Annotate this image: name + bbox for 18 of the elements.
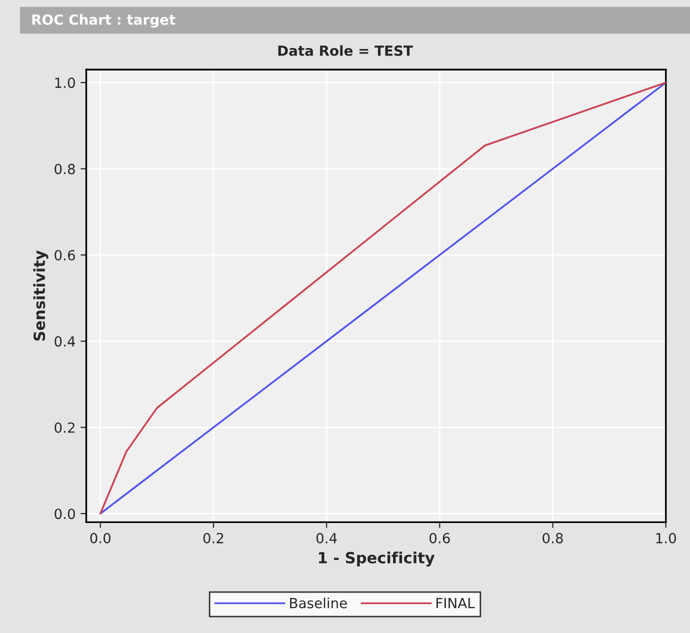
y-tick-label: 0.6 bbox=[54, 250, 75, 260]
y-tick-label: 0.8 bbox=[54, 164, 75, 174]
y-tick-label: 0.4 bbox=[54, 336, 76, 347]
x-tick-label: 0.2 bbox=[203, 532, 224, 544]
legend-label: Baseline bbox=[290, 598, 347, 608]
x-tick-label: 1.0 bbox=[656, 532, 676, 544]
y-tick-label: 1.0 bbox=[55, 78, 75, 88]
chart-subtitle: Data Role = TEST bbox=[278, 45, 413, 56]
y-tick-label: 0.2 bbox=[54, 422, 74, 433]
x-tick-label: 0.8 bbox=[542, 532, 563, 544]
x-tick-label: 0.6 bbox=[430, 532, 450, 544]
x-axis-title: 1 - Specificity bbox=[318, 552, 435, 567]
chart-title: ROC Chart : target bbox=[32, 14, 176, 28]
legend-label: FINAL bbox=[436, 598, 475, 608]
x-tick-label: 0.0 bbox=[90, 532, 111, 544]
x-tick-label: 0.4 bbox=[316, 532, 337, 544]
y-axis-title: Sensitivity bbox=[33, 250, 48, 341]
y-tick-label: 0.0 bbox=[54, 508, 75, 520]
